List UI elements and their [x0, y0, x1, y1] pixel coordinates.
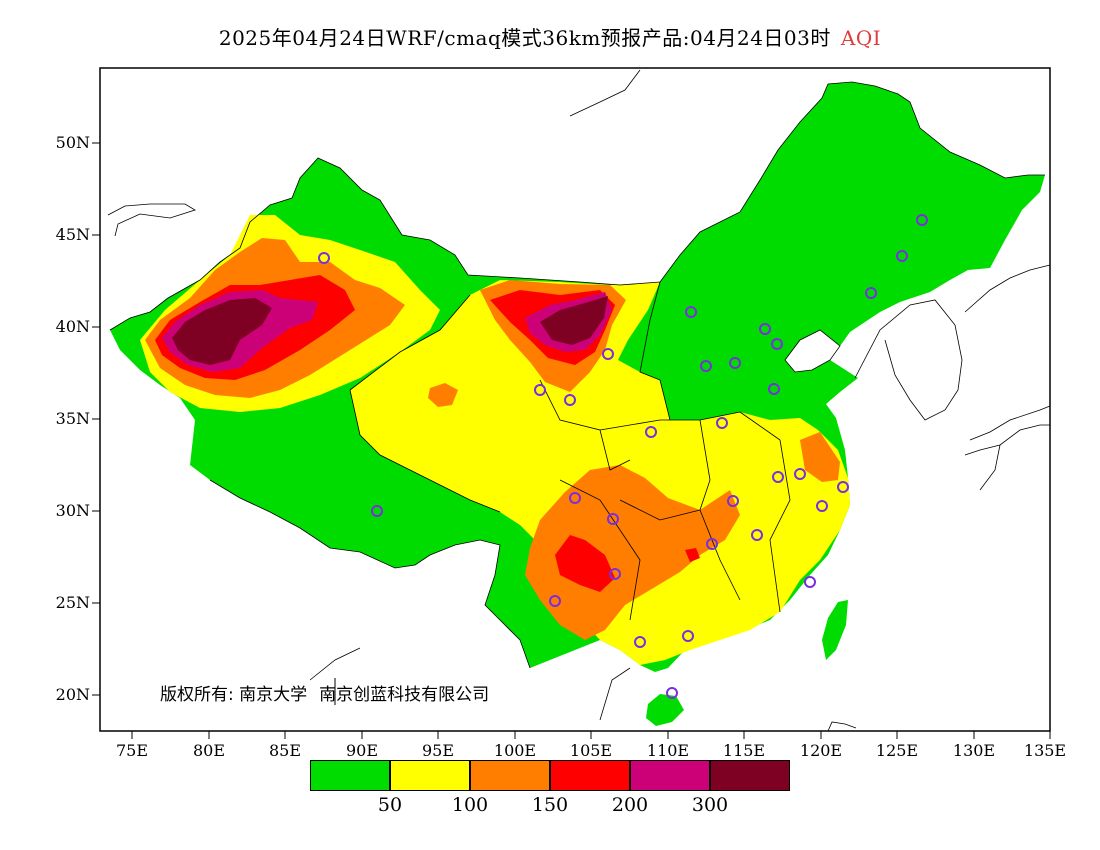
copyright-org2: 南京创蓝科技有限公司 — [319, 685, 490, 705]
station-marker — [318, 252, 330, 264]
lon-label: 125E — [875, 741, 919, 760]
lat-ticks — [92, 142, 100, 696]
station-marker — [729, 357, 741, 369]
boundary-lines — [109, 81, 1045, 669]
station-marker — [768, 383, 780, 395]
station-marker — [706, 538, 718, 550]
lat-label: 20N — [55, 685, 90, 704]
map-frame — [99, 67, 1051, 732]
region-orange-qinghai-spot — [428, 383, 458, 407]
region-red-hunan — [685, 548, 700, 562]
lon-label: 120E — [799, 741, 843, 760]
map-title: 2025年04月24日WRF/cmaq模式36km预报产品:04月24日03时 A… — [0, 22, 1100, 51]
station-marker — [645, 426, 657, 438]
legend-label: 100 — [451, 794, 489, 816]
legend-label: 50 — [377, 794, 403, 816]
region-red-sichuan — [555, 535, 615, 592]
station-marker — [607, 513, 619, 525]
copyright-prefix: 版权所有: — [160, 685, 234, 705]
copyright-text: 版权所有: 南京大学 南京创蓝科技有限公司 — [160, 680, 489, 705]
station-marker — [666, 687, 678, 699]
lon-label: 90E — [345, 741, 379, 760]
lon-ticks — [131, 731, 1051, 739]
lon-label: 75E — [115, 741, 149, 760]
legend-swatch-unhealthy — [550, 760, 630, 791]
region-orange-jiangsu — [800, 432, 840, 482]
station-marker — [759, 323, 771, 335]
lat-label: 50N — [55, 133, 90, 152]
lon-label: 80E — [192, 741, 226, 760]
lon-label: 105E — [569, 741, 613, 760]
lon-label: 130E — [952, 741, 996, 760]
title-variable: AQI — [840, 26, 882, 50]
legend-swatch-very-unhealthy — [630, 760, 710, 791]
lat-label: 40N — [55, 317, 90, 336]
lat-label: 35N — [55, 409, 90, 428]
station-marker — [549, 595, 561, 607]
station-marker — [865, 287, 877, 299]
station-marker — [804, 576, 816, 588]
station-marker — [751, 529, 763, 541]
lon-label: 95E — [421, 741, 455, 760]
lat-label: 25N — [55, 593, 90, 612]
lon-label: 100E — [493, 741, 537, 760]
station-marker — [609, 568, 621, 580]
station-marker — [564, 394, 576, 406]
bohai-sea — [784, 329, 841, 373]
station-marker — [794, 468, 806, 480]
station-marker — [771, 338, 783, 350]
lat-label: 45N — [55, 225, 90, 244]
lon-label: 115E — [722, 741, 766, 760]
station-marker — [716, 417, 728, 429]
neighbor-coastlines — [107, 69, 1051, 732]
lon-label: 85E — [268, 741, 302, 760]
station-marker — [685, 306, 697, 318]
region-taiwan — [822, 600, 848, 660]
legend-label: 200 — [611, 794, 649, 816]
station-marker — [534, 384, 546, 396]
region-orange-sichuan — [525, 465, 740, 640]
legend-swatch-good — [310, 760, 390, 791]
lat-label: 30N — [55, 501, 90, 520]
title-main: 2025年04月24日WRF/cmaq模式36km预报产品:04月24日03时 — [218, 26, 831, 50]
lon-label: 135E — [1023, 741, 1067, 760]
station-marker — [602, 348, 614, 360]
station-marker — [837, 481, 849, 493]
station-marker — [772, 471, 784, 483]
region-darkred-inner-mongolia — [540, 296, 608, 345]
legend-label: 300 — [691, 794, 729, 816]
station-marker — [700, 360, 712, 372]
station-marker — [634, 636, 646, 648]
legend-swatch-unhealthy-sensitive — [470, 760, 550, 791]
station-marker — [371, 505, 383, 517]
station-marker — [896, 250, 908, 262]
copyright-org1: 南京大学 — [239, 685, 308, 705]
legend-label: 150 — [531, 794, 569, 816]
station-marker — [727, 495, 739, 507]
station-markers — [318, 214, 928, 699]
region-darkred-tarim — [172, 298, 272, 365]
station-marker — [569, 492, 581, 504]
legend-swatch-moderate — [390, 760, 470, 791]
station-marker — [816, 500, 828, 512]
station-marker — [916, 214, 928, 226]
region-hainan — [646, 694, 684, 726]
legend-swatch-hazardous — [710, 760, 790, 791]
station-marker — [682, 630, 694, 642]
lon-label: 110E — [646, 741, 690, 760]
